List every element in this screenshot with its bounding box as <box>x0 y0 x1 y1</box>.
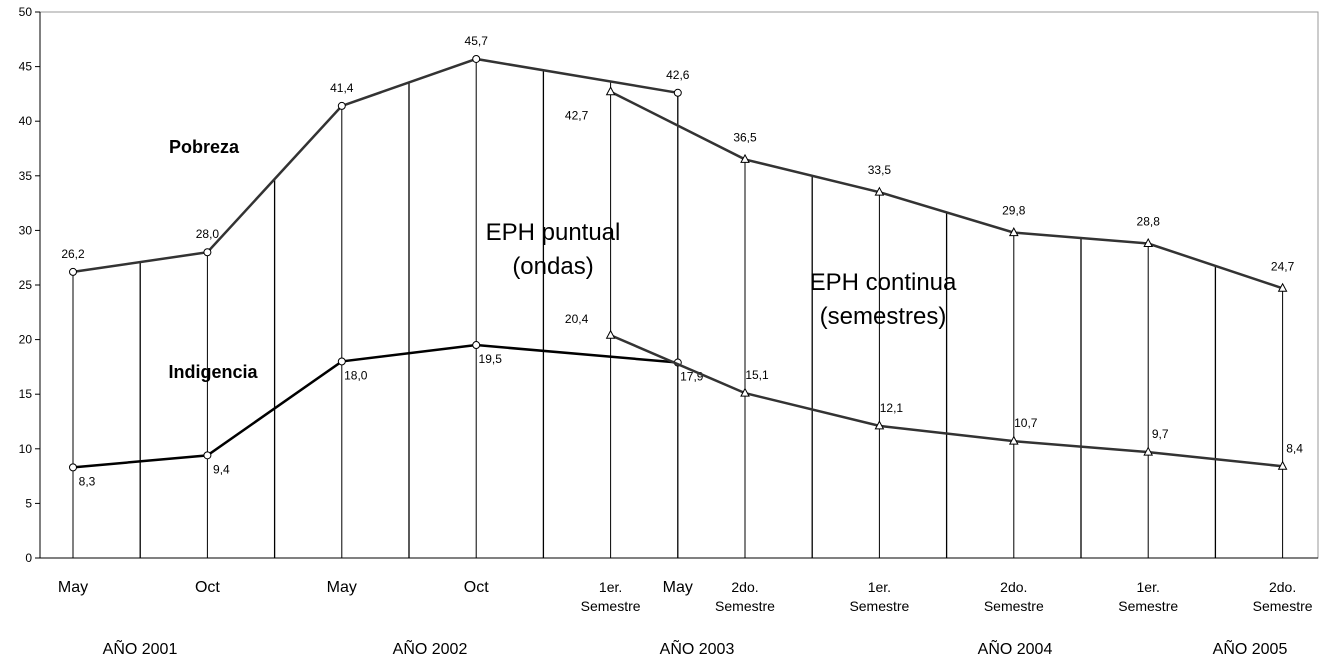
y-tick-label: 35 <box>19 169 33 183</box>
y-tick-label: 5 <box>25 496 32 510</box>
point-marker <box>472 341 481 350</box>
value-label: 15,1 <box>745 368 769 382</box>
value-label: 42,7 <box>565 109 589 123</box>
year-label: AÑO 2005 <box>1213 638 1288 658</box>
y-tick-label: 10 <box>19 442 33 456</box>
annotation: EPH continua <box>810 269 957 296</box>
point-marker <box>69 267 77 276</box>
value-label: 9,4 <box>213 462 230 476</box>
value-label: 29,8 <box>1002 204 1026 218</box>
y-tick-label: 30 <box>19 223 33 237</box>
value-label: 19,5 <box>479 352 503 366</box>
point-marker <box>203 248 212 257</box>
point-marker <box>605 329 616 339</box>
y-tick-label: 15 <box>19 387 33 401</box>
point-marker <box>337 357 346 366</box>
value-label: 41,4 <box>330 81 354 95</box>
series-line <box>72 343 678 469</box>
x-tick-label: May <box>327 579 357 596</box>
x-tick-label: 2do. Semestre <box>1253 579 1313 614</box>
y-tick-label: 50 <box>19 5 33 19</box>
point-marker <box>605 86 616 96</box>
point-marker <box>740 387 750 397</box>
value-label: 24,7 <box>1271 259 1295 273</box>
value-label: 12,1 <box>880 401 904 415</box>
value-label: 42,6 <box>666 68 690 82</box>
y-tick-label: 0 <box>25 551 32 565</box>
annotation: (semestres) <box>820 303 947 330</box>
x-tick-label: Oct <box>195 579 220 596</box>
year-label: AÑO 2003 <box>660 638 735 658</box>
x-tick-label: Oct <box>464 579 489 596</box>
series-line <box>610 90 1283 290</box>
value-label: 28,8 <box>1137 215 1161 229</box>
point-marker <box>472 54 481 63</box>
value-label: 10,7 <box>1014 416 1038 430</box>
value-label: 20,4 <box>565 312 589 326</box>
x-tick-label: 1er. Semestre <box>581 579 641 614</box>
year-label: AÑO 2002 <box>393 638 468 658</box>
year-label: AÑO 2001 <box>103 638 178 658</box>
x-tick-label: 1er. Semestre <box>1118 579 1178 614</box>
value-label: 45,7 <box>465 34 489 48</box>
year-label: AÑO 2004 <box>978 638 1053 658</box>
point-marker <box>673 88 682 97</box>
point-marker <box>874 186 885 196</box>
point-marker <box>1008 435 1019 445</box>
value-label: 18,0 <box>344 368 368 382</box>
annotation: Indigencia <box>168 362 258 382</box>
point-marker <box>1143 446 1154 456</box>
value-label: 8,3 <box>79 474 96 488</box>
point-marker <box>69 463 77 472</box>
annotation: (ondas) <box>512 253 593 280</box>
x-tick-label: 2do. Semestre <box>984 579 1044 614</box>
y-tick-label: 25 <box>19 278 33 292</box>
value-label: 8,4 <box>1286 441 1303 455</box>
y-tick-label: 45 <box>19 60 33 74</box>
point-marker <box>337 101 346 110</box>
annotation: Pobreza <box>169 137 240 157</box>
point-marker <box>1277 282 1288 292</box>
point-marker <box>874 420 885 430</box>
value-label: 33,5 <box>868 163 892 177</box>
x-tick-label: May <box>58 579 88 596</box>
value-label: 28,0 <box>196 227 220 241</box>
annotation: EPH puntual <box>486 219 621 246</box>
value-label: 9,7 <box>1152 427 1169 441</box>
y-tick-label: 20 <box>19 333 33 347</box>
point-marker <box>1277 460 1288 470</box>
x-tick-label: 2do. Semestre <box>715 579 775 614</box>
point-marker <box>1008 227 1019 237</box>
value-label: 26,2 <box>61 247 85 261</box>
value-label: 17,9 <box>680 370 704 384</box>
x-tick-label: May <box>663 579 693 596</box>
point-marker <box>740 153 750 163</box>
point-marker <box>1143 237 1154 248</box>
y-tick-label: 40 <box>19 114 33 128</box>
value-label: 36,5 <box>733 130 757 144</box>
x-tick-label: 1er. Semestre <box>849 579 909 614</box>
point-marker <box>203 451 212 460</box>
series-line <box>610 334 1283 468</box>
